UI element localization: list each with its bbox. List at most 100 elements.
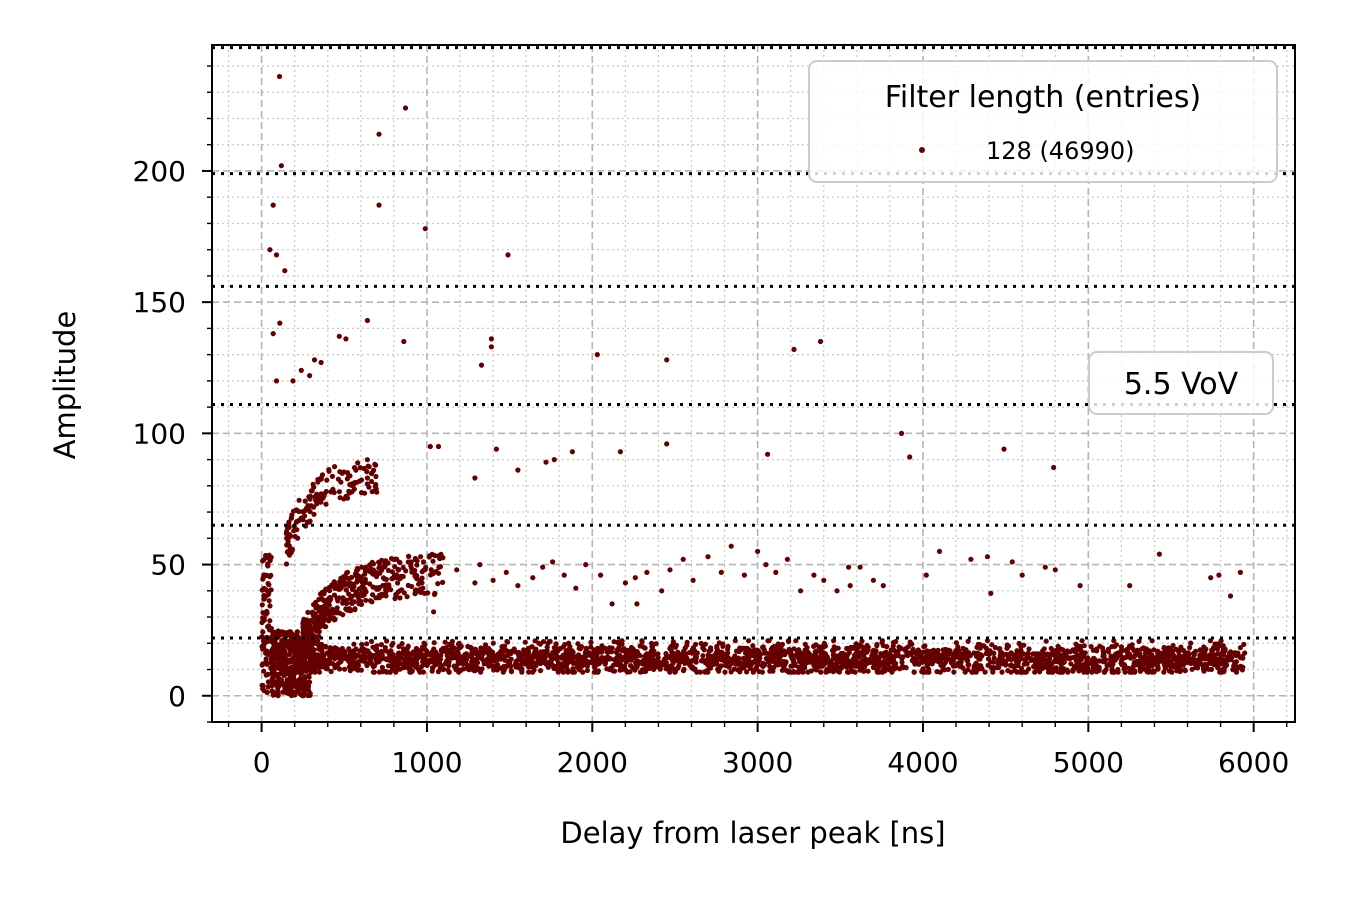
data-point [834,588,840,594]
legend-entry: 128 (46990) [986,137,1135,165]
data-point [784,556,791,562]
data-point [306,674,312,680]
data-point [1187,658,1193,665]
data-point [351,599,357,605]
data-point [628,663,634,669]
data-point [420,559,427,565]
data-point [614,662,621,668]
data-point [355,595,361,601]
y-tick-label: 150 [133,286,186,319]
data-point [1121,655,1127,661]
data-point [382,582,389,588]
data-point [728,669,734,675]
data-point [720,643,726,650]
data-point [543,459,549,465]
data-point [1169,669,1175,675]
data-point [490,640,496,646]
data-point [429,569,435,575]
data-point [1155,665,1161,672]
data-point [342,666,348,672]
x-tick-label: 1000 [391,746,462,779]
data-point [285,630,291,636]
data-point [883,660,889,666]
data-point [388,556,395,562]
data-point [288,637,294,643]
data-point [307,373,313,379]
data-point [364,317,370,324]
data-point [347,473,353,479]
data-point [1233,659,1239,665]
x-tick-label: 6000 [1218,746,1289,779]
data-point [379,593,385,599]
data-point [890,643,896,649]
data-point [406,666,413,672]
data-point [588,639,594,645]
data-point [542,649,548,655]
data-point [401,338,407,345]
data-point [560,669,566,675]
data-point [289,546,295,553]
data-point [343,587,349,593]
data-point [991,665,997,671]
x-tick-label: 3000 [722,746,793,779]
legend: Filter length (entries) 128 (46990) [808,60,1278,183]
data-point [395,566,401,573]
data-point [926,655,932,661]
data-point [728,659,734,665]
data-point [1084,657,1090,663]
data-point [1208,575,1214,581]
data-point [887,665,894,671]
data-point [487,658,493,665]
data-point [1115,666,1121,673]
data-point [1239,667,1245,673]
data-point [264,689,270,695]
data-point [340,595,346,601]
data-point [293,507,299,513]
data-point [985,662,991,668]
data-point [263,611,269,617]
data-point [1101,659,1107,665]
data-point [472,475,478,481]
data-point [427,443,433,450]
data-point [633,655,639,661]
data-point [260,646,266,652]
data-point [779,667,786,673]
data-point [415,651,421,657]
data-point [288,515,294,521]
data-point [1089,657,1095,663]
data-point [270,692,276,698]
data-point [697,669,703,675]
data-point [416,581,422,587]
data-point [481,659,487,665]
data-point [366,660,372,666]
data-point [565,668,571,674]
data-point [768,651,775,658]
data-point [462,655,468,661]
data-point [865,668,871,674]
data-point [802,641,808,648]
data-point [924,648,930,654]
data-point [263,552,269,559]
data-point [876,656,882,663]
data-point [320,620,326,626]
data-point [364,641,370,647]
data-point [331,592,338,598]
data-point [418,554,424,560]
data-point [1008,650,1014,656]
data-point [337,655,343,662]
data-point [899,659,905,665]
data-point [840,650,846,656]
data-point [945,666,951,673]
data-point [305,684,311,690]
data-point [370,468,376,474]
data-point [852,669,858,675]
data-point [354,565,360,572]
data-point [271,654,277,660]
data-point [850,656,856,662]
data-point [1078,650,1084,657]
data-point [1221,660,1227,666]
data-point [776,659,782,665]
data-point [435,443,442,450]
data-point [307,655,313,661]
